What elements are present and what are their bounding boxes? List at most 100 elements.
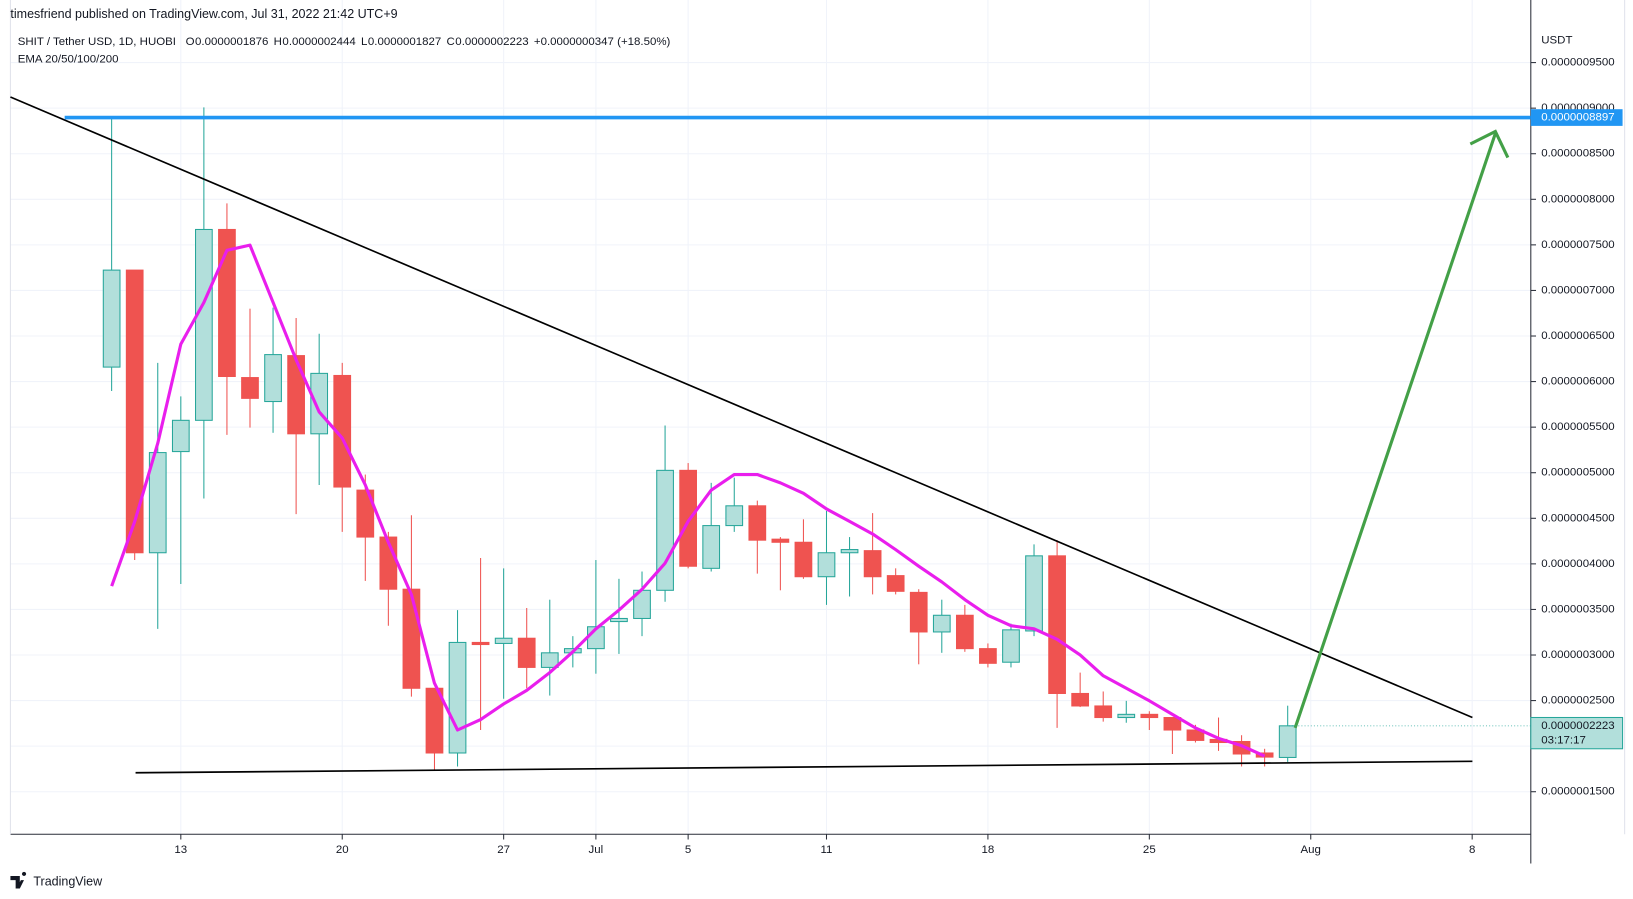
- candle-body: [356, 489, 375, 538]
- candle-body: [1140, 713, 1159, 719]
- candle-body: [702, 525, 721, 569]
- symbol: SHIT / Tether USD, 1D, HUOBI: [18, 36, 176, 48]
- candle-body: [1117, 713, 1136, 719]
- y-tick-label: 0.0000003500: [1541, 603, 1614, 615]
- candles: [102, 107, 1297, 770]
- ohlc-value: 0.0000002223: [455, 36, 528, 48]
- candle-body: [264, 354, 282, 403]
- ohlc-change: +0.0000000347 (+18.50%): [534, 36, 671, 48]
- candle-body: [886, 575, 905, 592]
- overlay: 0.0000008897 0.0000002223 03:17:17: [64, 109, 1624, 750]
- y-tick-label: 0.0000006500: [1541, 330, 1614, 342]
- candle-body: [102, 269, 121, 368]
- byline: timesfriend published on TradingView.com…: [10, 7, 397, 21]
- y-tick-label: 0.0000008500: [1541, 148, 1614, 160]
- candle-body: [656, 469, 674, 591]
- candle-body: [287, 355, 305, 435]
- candle-body: [610, 617, 628, 623]
- y-tick-label: 0.0000004000: [1541, 558, 1614, 570]
- legend: SHIT / Tether USD, 1D, HUOBI EMA 20/50/1…: [18, 36, 671, 66]
- arrow-head: [1469, 129, 1510, 159]
- x-tick-label: 20: [336, 844, 349, 856]
- candle-body: [1002, 629, 1020, 663]
- candle-body: [1025, 555, 1043, 632]
- candle-body: [540, 652, 559, 668]
- y-tick-label: 0.0000004500: [1541, 512, 1614, 524]
- candle-body: [448, 641, 467, 754]
- candle-body: [241, 377, 259, 399]
- candle-body: [1163, 717, 1182, 731]
- ema-legend: EMA 20/50/100/200: [18, 54, 119, 66]
- candle-body: [725, 505, 744, 527]
- ohlc-key: C: [447, 36, 455, 48]
- support-trendline: [135, 760, 1473, 774]
- x-tick-label: Aug: [1301, 844, 1321, 856]
- candle-body: [125, 269, 144, 554]
- candle-body: [979, 648, 997, 664]
- x-tick-label: 8: [1469, 844, 1475, 856]
- last-price-bg: [1530, 716, 1624, 750]
- y-tick-label: 0.0000007000: [1541, 284, 1614, 296]
- grid: 0.00000015000.00000020000.00000025000.00…: [10, 0, 1615, 856]
- candle-body: [195, 228, 213, 421]
- candle-body: [517, 637, 536, 668]
- candle-body: [425, 687, 444, 754]
- ema-line: [110, 243, 1266, 758]
- y-tick-label: 0.0000003000: [1541, 649, 1614, 661]
- x-tick-label: 27: [497, 844, 510, 856]
- ohlc-key: H: [274, 36, 282, 48]
- candle-body: [471, 641, 490, 646]
- candle-body: [1071, 692, 1090, 707]
- candle-body: [148, 452, 167, 554]
- x-tick-label: 11: [821, 844, 833, 856]
- candle-body: [1186, 729, 1205, 741]
- y-tick-label: 0.0000006000: [1541, 376, 1614, 388]
- candle-body: [817, 552, 836, 578]
- y-tick-label: 0.0000002500: [1541, 695, 1614, 707]
- y-tick-label: 0.0000001500: [1541, 786, 1614, 798]
- y-tick-label: 0.0000005500: [1541, 421, 1614, 433]
- candle-body: [679, 469, 697, 567]
- y-tick-label: 0.0000007500: [1541, 239, 1614, 251]
- y-tick-label: 0.0000009500: [1541, 57, 1614, 69]
- y-tick-label: 0.0000008000: [1541, 193, 1614, 205]
- arrow-shaft: [1293, 133, 1497, 729]
- logo-mark: [10, 871, 27, 889]
- footer-logo: TradingView: [10, 871, 103, 889]
- candle-body: [1278, 725, 1297, 758]
- ohlc-value: 0.0000002444: [282, 36, 356, 48]
- y-unit: USDT: [1541, 35, 1572, 47]
- candle-body: [1048, 555, 1066, 694]
- candle-body: [171, 419, 190, 453]
- candle-body: [771, 538, 790, 543]
- x-tick-label: 25: [1143, 844, 1156, 856]
- candle-body: [955, 614, 974, 650]
- candle-body: [863, 550, 882, 578]
- candle-body: [333, 374, 352, 488]
- candle-body: [494, 637, 513, 644]
- last-price-label: 0.0000002223: [1541, 720, 1614, 732]
- footer-brand[interactable]: TradingView: [33, 875, 103, 889]
- countdown: 03:17:17: [1541, 734, 1586, 746]
- candle-body: [218, 228, 236, 377]
- ohlc-key: O: [186, 36, 195, 48]
- level-label-bg: [1530, 109, 1623, 126]
- x-tick-label: 13: [174, 844, 187, 856]
- candle-body: [794, 541, 813, 578]
- ohlc-value: 0.0000001827: [368, 36, 441, 48]
- ohlc-key: L: [361, 36, 367, 48]
- y-tick-label: 0.0000005000: [1541, 467, 1614, 479]
- x-tick-label: Jul: [589, 844, 604, 856]
- x-tick-label: 5: [685, 844, 691, 856]
- y-tick-label: 0.0000009000: [1541, 102, 1614, 114]
- projection-arrow: [1293, 129, 1510, 729]
- ohlc-value: 0.0000001876: [195, 36, 268, 48]
- level-label: 0.0000008897: [1541, 112, 1614, 124]
- candle-body: [909, 591, 928, 633]
- candle-body: [748, 505, 767, 541]
- candle-body: [840, 549, 859, 554]
- candle-body: [1094, 705, 1113, 719]
- resistance-trendline: [10, 96, 1473, 719]
